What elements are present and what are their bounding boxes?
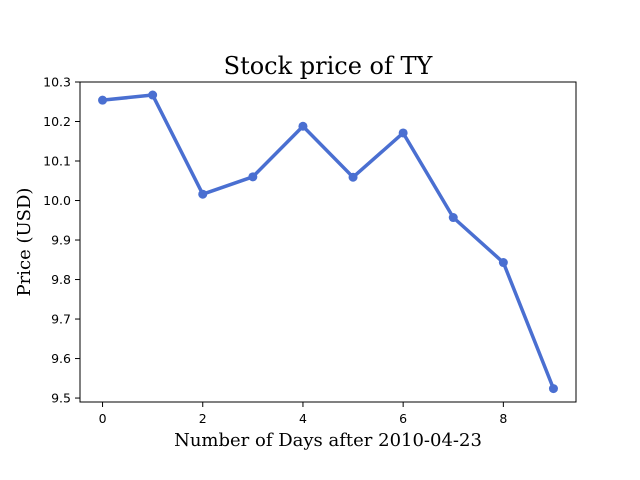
x-axis-label: Number of Days after 2010-04-23: [174, 430, 482, 451]
y-tick-label: 9.6: [51, 351, 71, 366]
data-point: [548, 384, 558, 394]
x-tick-label: 8: [499, 411, 507, 426]
y-tick-label: 10.3: [43, 75, 71, 90]
y-axis: 9.5 9.6 9.7 9.8 9.9 10.0 10.1 10.2 10.3: [43, 75, 80, 406]
data-point: [98, 95, 108, 105]
y-tick-label: 10.1: [43, 154, 71, 169]
data-point: [248, 172, 258, 182]
data-point: [148, 90, 158, 100]
data-point: [398, 128, 408, 138]
x-tick-label: 6: [399, 411, 407, 426]
data-point: [348, 172, 358, 182]
y-tick-label: 9.8: [51, 272, 71, 287]
y-tick-label: 9.5: [51, 391, 71, 406]
y-tick-label: 10.2: [43, 114, 71, 129]
x-axis: 0 2 4 6 8: [99, 402, 507, 426]
y-tick-label: 10.0: [43, 193, 71, 208]
series-line: [100, 93, 556, 391]
data-point: [448, 213, 458, 223]
y-tick-label: 9.9: [51, 233, 71, 248]
chart-title: Stock price of TY: [224, 52, 434, 80]
x-tick-label: 0: [99, 411, 107, 426]
x-tick-label: 4: [299, 411, 307, 426]
series-layer: [98, 90, 558, 394]
data-point: [498, 258, 508, 268]
y-axis-label: Price (USD): [14, 188, 35, 297]
data-point: [298, 121, 308, 131]
data-point: [198, 189, 208, 199]
x-tick-label: 2: [199, 411, 207, 426]
y-tick-label: 9.7: [51, 312, 71, 327]
plot-area: [79, 81, 577, 403]
